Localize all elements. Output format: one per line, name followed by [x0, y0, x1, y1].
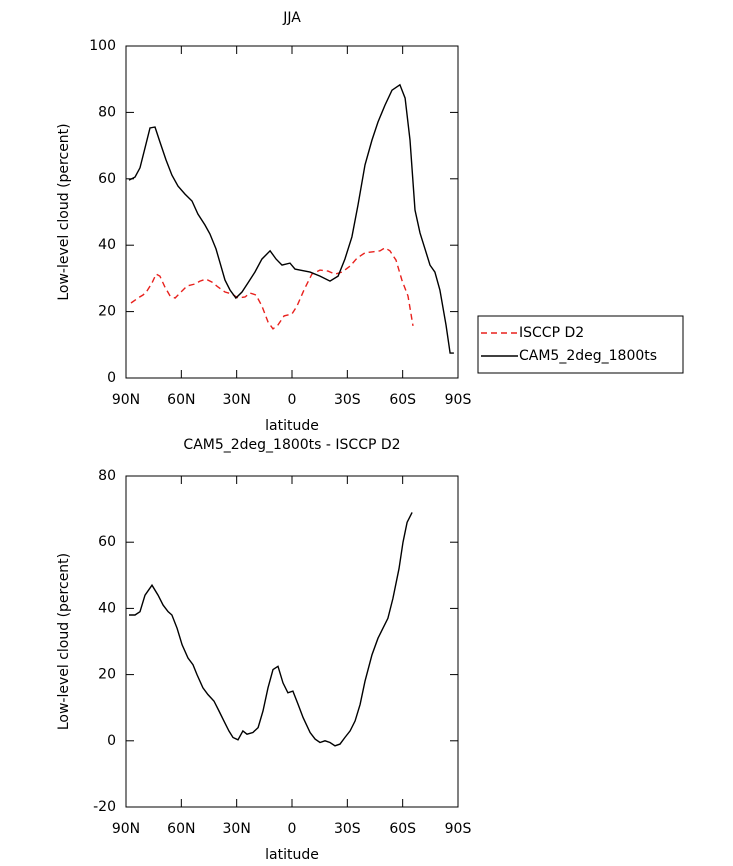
x-tick-label: 90N [112, 392, 140, 408]
x-axis-label: latitude [265, 847, 319, 863]
legend-box [477, 315, 684, 374]
y-tick-label: 80 [98, 468, 116, 484]
legend-label: CAM5_2deg_1800ts [519, 348, 657, 364]
x-tick-label: 90S [445, 821, 472, 837]
x-axis-label: latitude [265, 418, 319, 434]
x-tick-label: 90N [112, 821, 140, 837]
y-tick-label: 60 [98, 171, 116, 187]
x-tick-label: 60N [167, 821, 195, 837]
y-tick-label: 80 [98, 104, 116, 120]
x-tick-label: 0 [288, 821, 297, 837]
y-tick-label: 60 [98, 534, 116, 550]
x-tick-label: 60S [389, 392, 416, 408]
legend-label: ISCCP D2 [519, 325, 584, 341]
y-axis-label: Low-level cloud (percent) [56, 553, 72, 730]
y-tick-label: 20 [98, 667, 116, 683]
x-tick-label: 0 [288, 392, 297, 408]
data-line [130, 247, 414, 330]
data-line [128, 83, 454, 354]
y-axis-label: Low-level cloud (percent) [56, 123, 72, 300]
plot-frame [125, 475, 459, 808]
y-tick-label: 20 [98, 304, 116, 320]
data-line [129, 512, 413, 747]
x-tick-label: 90S [445, 392, 472, 408]
y-tick-label: 40 [98, 237, 116, 253]
y-tick-label: 0 [107, 733, 116, 749]
y-tick-label: 40 [98, 600, 116, 616]
y-tick-label: 0 [107, 370, 116, 386]
plot-frame [125, 45, 459, 379]
x-tick-label: 30S [334, 821, 361, 837]
x-tick-label: 60S [389, 821, 416, 837]
y-tick-label: -20 [93, 799, 116, 815]
y-tick-label: 100 [89, 38, 116, 54]
chart-title: JJA [282, 10, 301, 26]
x-tick-label: 30N [223, 392, 251, 408]
x-tick-label: 30N [223, 821, 251, 837]
chart-title: CAM5_2deg_1800ts - ISCCP D2 [183, 437, 400, 453]
x-tick-label: 60N [167, 392, 195, 408]
x-tick-label: 30S [334, 392, 361, 408]
